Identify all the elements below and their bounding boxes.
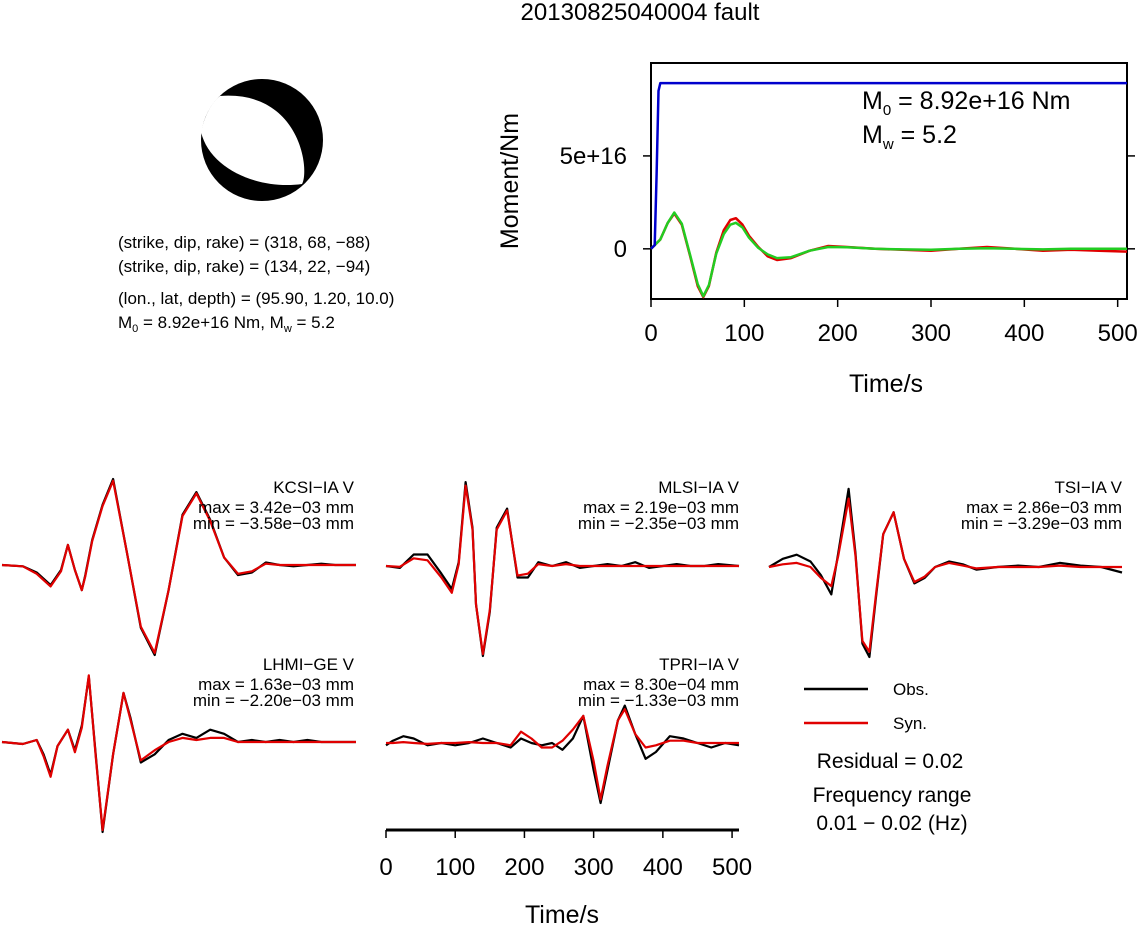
max-amplitude-label: max = 1.63e−03 mm — [198, 675, 354, 694]
moment-x-ticks: 0 100 200 300 400 500 — [644, 299, 1137, 347]
waveform-synthetic — [1, 479, 356, 655]
waveform-x-tick-label: 400 — [643, 854, 683, 881]
moment-x-tick-label: 0 — [644, 320, 657, 347]
min-amplitude-label: min = −3.58e−03 mm — [193, 514, 354, 533]
moment-y-ticks: 0 5e+16 — [560, 143, 1135, 263]
max-amplitude-label: max = 8.30e−04 mm — [583, 675, 739, 694]
legend: Obs. Syn. Residual = 0.02 Frequency rang… — [804, 680, 971, 835]
moment-y-tick-label: 0 — [614, 236, 627, 263]
moment-summary: M0 = 8.92e+16 Nm, Mw = 5.2 — [118, 313, 335, 335]
waveform-synthetic — [385, 484, 739, 656]
location-depth: (lon., lat, depth) = (95.90, 1.20, 10.0) — [118, 289, 394, 308]
frequency-range-value: 0.01 − 0.02 (Hz) — [816, 812, 967, 835]
moment-m0-annotation: M0 = 8.92e+16 Nm — [862, 87, 1070, 119]
beachball-diagram — [201, 79, 323, 201]
moment-plot-frame — [650, 62, 1128, 300]
station-label: LHMI−GE V — [263, 655, 355, 674]
waveform-x-ticks: 0 100 200 300 400 500 — [379, 830, 752, 881]
moment-x-axis-label: Time/s — [849, 370, 923, 398]
moment-x-tick-label: 400 — [1004, 320, 1044, 347]
moment-y-tick-label: 5e+16 — [560, 143, 627, 170]
min-amplitude-label: min = −3.29e−03 mm — [961, 514, 1122, 533]
moment-series-cumulative-moment — [650, 81, 1127, 250]
beachball-dilatation — [201, 95, 305, 186]
waveform-x-tick-label: 0 — [379, 854, 392, 881]
station-label: TPRI−IA V — [659, 655, 739, 674]
frequency-range-title: Frequency range — [813, 784, 972, 807]
min-amplitude-label: min = −1.33e−03 mm — [578, 691, 739, 710]
station-label: KCSI−IA V — [273, 478, 354, 497]
moment-x-tick-label: 300 — [911, 320, 951, 347]
moment-plot: 0 5e+16 0 100 200 300 400 500 Moment/Nm Time/s… — [496, 62, 1137, 398]
moment-series-green — [650, 211, 1127, 298]
nodal-plane-2: (strike, dip, rake) = (134, 22, −94) — [118, 257, 370, 276]
moment-x-tick-label: 500 — [1098, 320, 1137, 347]
waveform-x-tick-label: 500 — [712, 854, 752, 881]
moment-y-axis-label: Moment/Nm — [496, 113, 524, 249]
min-amplitude-label: min = −2.20e−03 mm — [193, 691, 354, 710]
waveform-x-tick-label: 200 — [504, 854, 544, 881]
moment-mw-annotation: Mw = 5.2 — [862, 121, 957, 153]
waveform-x-tick-label: 100 — [435, 854, 475, 881]
moment-x-tick-label: 100 — [724, 320, 764, 347]
min-amplitude-label: min = −2.35e−03 mm — [578, 514, 739, 533]
waveform-x-axis-label: Time/s — [525, 901, 599, 926]
station-label: MLSI−IA V — [658, 478, 739, 497]
station-label: TSI−IA V — [1054, 478, 1122, 497]
waveform-x-tick-label: 300 — [574, 854, 614, 881]
figure-title: 20130825040004 fault — [521, 0, 760, 26]
max-amplitude-label: max = 2.19e−03 mm — [583, 498, 739, 517]
legend-syn-label: Syn. — [893, 714, 927, 733]
waveform-observed — [385, 704, 740, 805]
moment-x-tick-label: 200 — [818, 320, 858, 347]
max-amplitude-label: max = 2.86e−03 mm — [966, 498, 1122, 517]
residual-text: Residual = 0.02 — [817, 750, 964, 773]
waveform-x-axis: 0 100 200 300 400 500 Time/s — [379, 828, 752, 926]
max-amplitude-label: max = 3.42e−03 mm — [198, 498, 354, 517]
waveform-synthetic — [768, 497, 1122, 653]
waveform-synthetic — [386, 708, 739, 801]
moment-series-red — [650, 212, 1128, 299]
moment-series — [650, 81, 1128, 299]
legend-obs-label: Obs. — [893, 680, 929, 699]
nodal-plane-1: (strike, dip, rake) = (318, 68, −88) — [118, 233, 370, 252]
waveform-synthetic — [1, 674, 356, 832]
